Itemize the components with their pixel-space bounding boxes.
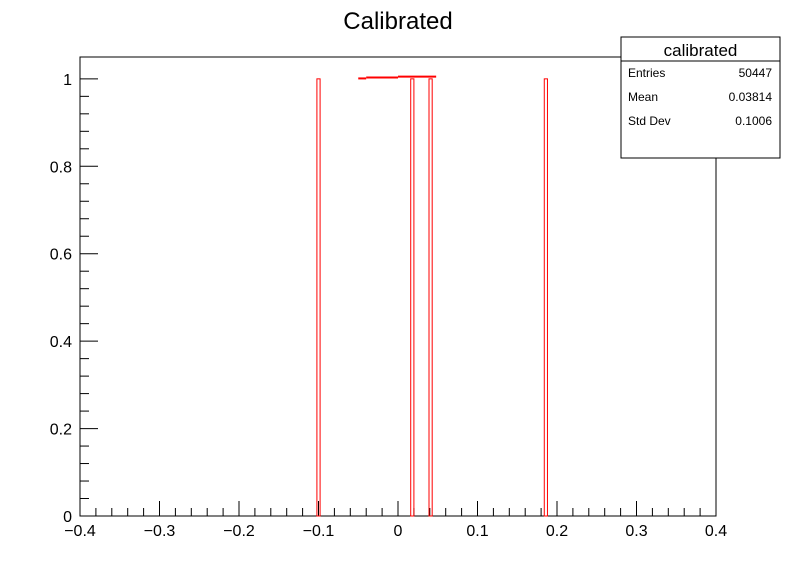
y-tick-label: 0.2: [50, 422, 72, 439]
y-tick-label: 0: [63, 509, 72, 526]
y-tick-label: 1: [63, 72, 72, 89]
line-segments: [358, 75, 437, 80]
x-axis: −0.4 −0.3 −0.2 −0.1 0 0.1 0.2 0.3 0.4: [64, 501, 727, 540]
histogram-bar: [316, 78, 321, 517]
y-tick-label: 0.4: [50, 334, 72, 351]
histogram-bar: [428, 78, 433, 517]
histogram-bars: [316, 78, 548, 517]
histogram-bar: [543, 78, 548, 517]
stats-box-frame: [620, 36, 781, 159]
x-tick-label: −0.1: [303, 523, 335, 540]
histogram-bar: [410, 78, 415, 517]
stats-row-value: 0.1006: [735, 114, 772, 128]
x-tick-label: 0.3: [625, 523, 647, 540]
stats-row-label: Entries: [628, 66, 665, 80]
y-tick-label: 0.8: [50, 159, 72, 176]
x-tick-label: 0.4: [705, 523, 727, 540]
stats-box: calibrated Entries 50447 Mean 0.03814 Std Dev…: [620, 36, 781, 159]
x-tick-label: 0.1: [466, 523, 488, 540]
x-tick-label: 0.2: [546, 523, 568, 540]
stats-row-label: Std Dev: [628, 114, 671, 128]
chart-title: Calibrated: [343, 8, 452, 35]
x-tick-label: −0.3: [144, 523, 176, 540]
x-tick-label: 0: [394, 523, 403, 540]
x-tick-label: −0.2: [223, 523, 255, 540]
y-tick-label: 0.6: [50, 247, 72, 264]
stats-row-value: 0.03814: [729, 90, 773, 104]
stats-box-title: calibrated: [664, 41, 738, 60]
stats-row-value: 50447: [739, 66, 773, 80]
stats-row-label: Mean: [628, 90, 658, 104]
y-axis: 0 0.2 0.4 0.6 0.8 1: [50, 72, 98, 526]
x-tick-label: −0.4: [64, 523, 96, 540]
